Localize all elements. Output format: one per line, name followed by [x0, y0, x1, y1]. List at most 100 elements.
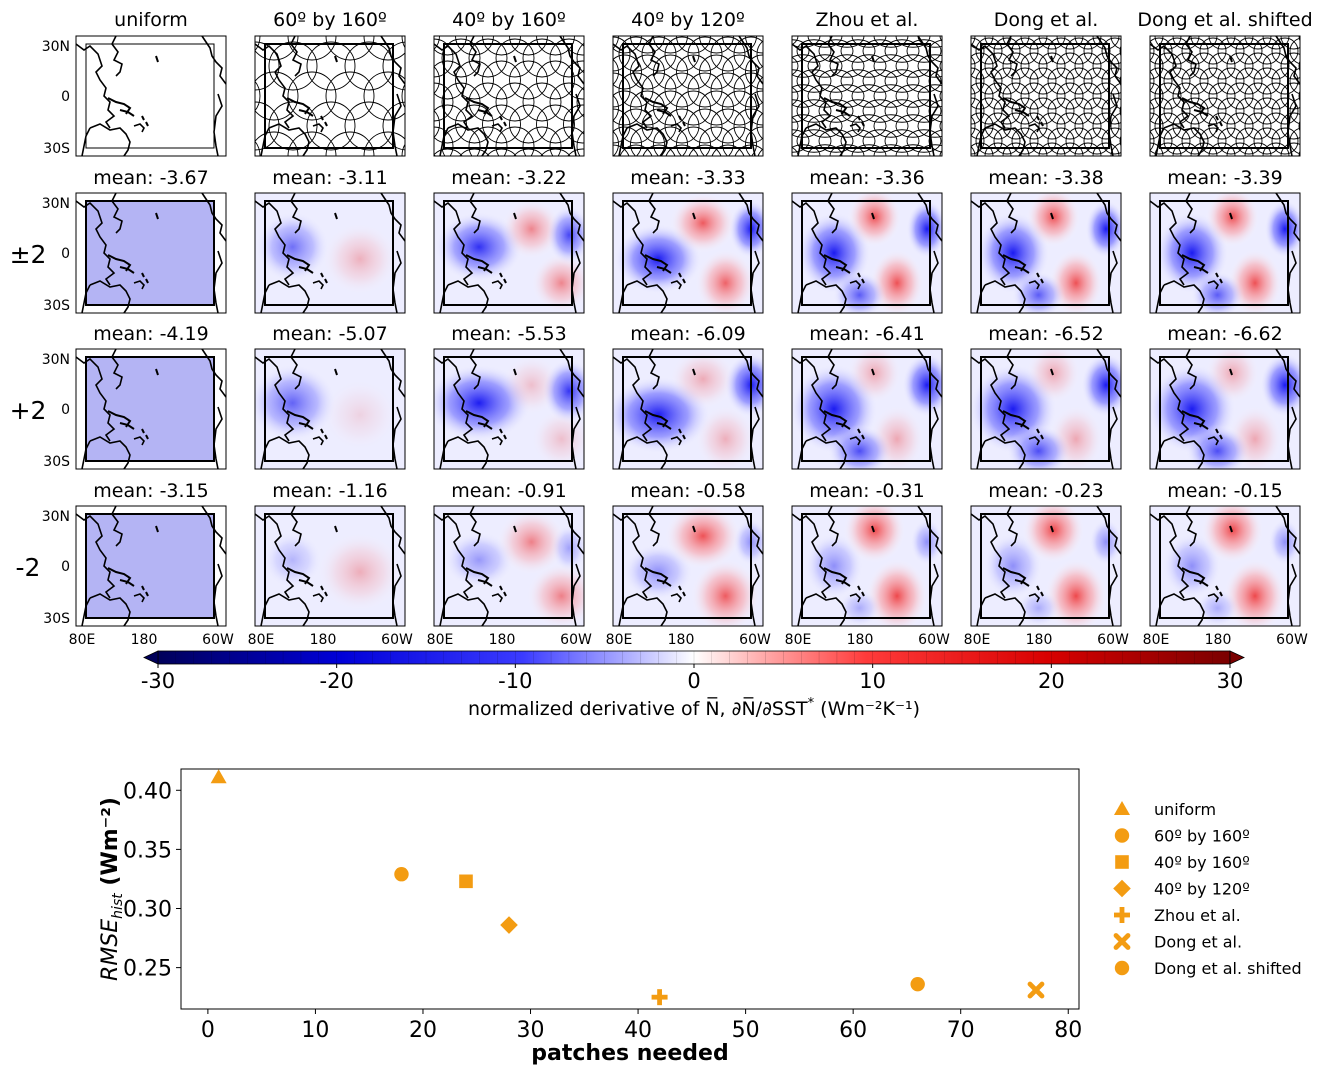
data-point: [394, 867, 409, 882]
map-ytick: 0: [61, 559, 70, 575]
patch: [1244, 142, 1272, 156]
map-xtick: 60W: [560, 632, 592, 648]
patch: [630, 36, 665, 54]
negative-sensitivity-region: [733, 518, 763, 566]
field: [255, 349, 405, 469]
patch: [710, 36, 746, 72]
negative-sensitivity-region: [724, 352, 763, 418]
positive-sensitivity-region: [1026, 349, 1081, 403]
island: [861, 278, 865, 284]
coastline: [119, 109, 135, 117]
patch: [577, 0, 615, 33]
patch: [482, 36, 521, 56]
patch: [1262, 36, 1290, 50]
coastline: [835, 266, 851, 274]
negative-sensitivity-region: [1016, 588, 1061, 626]
patch: [906, 99, 942, 123]
y-tick-label: 0.30: [123, 898, 172, 923]
x-tick-label: 50: [732, 1018, 760, 1043]
patch: [873, 36, 909, 48]
patch: [1002, 82, 1030, 110]
patch: [613, 36, 642, 54]
patch: [940, 68, 966, 94]
island: [1229, 55, 1233, 63]
patch: [940, 98, 966, 124]
patch: [1110, 52, 1121, 80]
coastline: [465, 254, 490, 272]
map-panel: mean: -5.53: [433, 323, 585, 470]
patch: [596, 1, 630, 35]
patch: [873, 54, 909, 78]
map-panel: mean: -3.67 30N 0 30S: [42, 167, 227, 314]
patch: [940, 38, 966, 64]
map-panel: mean: -3.36: [791, 167, 943, 314]
patch: [676, 36, 711, 54]
patch: [536, 104, 575, 144]
patch: [753, 160, 787, 183]
coastline: [119, 579, 135, 587]
negative-sensitivity-region: [1006, 424, 1071, 469]
map-frame: [75, 348, 227, 470]
map-xtick: 180: [847, 632, 874, 648]
y-axis-label: RMSEhist (Wm⁻²): [98, 797, 126, 981]
island: [857, 272, 861, 278]
coastline: [477, 266, 493, 274]
map-background: [76, 36, 226, 156]
coastline: [1149, 43, 1190, 129]
patch: [613, 58, 619, 86]
coastline: [1193, 422, 1209, 430]
patch: [255, 71, 299, 121]
domain-box: [85, 513, 215, 619]
patch: [687, 108, 723, 144]
panel-mean-label: mean: -6.41: [809, 323, 924, 345]
island: [678, 585, 682, 591]
patch: [792, 69, 810, 93]
patch: [287, 36, 337, 61]
coastline: [835, 579, 851, 587]
patch: [619, 144, 653, 156]
patch: [676, 126, 711, 156]
positive-sensitivity-region: [695, 405, 756, 469]
patch: [756, 76, 763, 104]
legend: uniform 60º by 160º 40º by 160º 40º by 120º…: [1113, 800, 1302, 978]
patch: [1150, 41, 1155, 61]
patch: [618, 72, 654, 108]
plus-v: [1119, 907, 1125, 923]
coastline: [133, 123, 145, 133]
patch: [268, 41, 318, 91]
data-point: [459, 874, 473, 889]
patch: [958, 158, 984, 184]
patch: [1226, 142, 1254, 156]
patch: [306, 101, 356, 151]
patch: [884, 39, 920, 63]
patch: [1011, 97, 1039, 125]
patch: [664, 36, 700, 72]
island: [871, 368, 875, 376]
island: [1215, 585, 1219, 591]
domain-box: [801, 356, 931, 462]
patch: [618, 36, 654, 72]
positive-sensitivity-region: [847, 193, 902, 247]
coastline: [670, 123, 682, 133]
patch: [509, 60, 548, 100]
patch: [563, 60, 584, 100]
domain-box: [264, 356, 394, 462]
column-title: 40º by 160º: [452, 9, 566, 31]
patch: [434, 110, 440, 138]
y-axis-label-units: (Wm⁻²): [98, 797, 123, 893]
domain-box: [443, 513, 573, 619]
island: [1219, 591, 1223, 597]
patch: [917, 36, 942, 48]
island: [871, 212, 875, 220]
coastline: [1193, 266, 1209, 274]
patch: [940, 128, 966, 154]
map-xtick: 180: [310, 632, 337, 648]
coastline: [970, 513, 1011, 599]
panel-mean-label: mean: -0.23: [988, 480, 1103, 502]
patch: [1092, 112, 1120, 140]
patch: [1253, 37, 1281, 65]
coastline: [1207, 123, 1219, 133]
patch: [1002, 36, 1030, 50]
negative-sensitivity-region: [1011, 271, 1066, 313]
island: [678, 428, 682, 434]
